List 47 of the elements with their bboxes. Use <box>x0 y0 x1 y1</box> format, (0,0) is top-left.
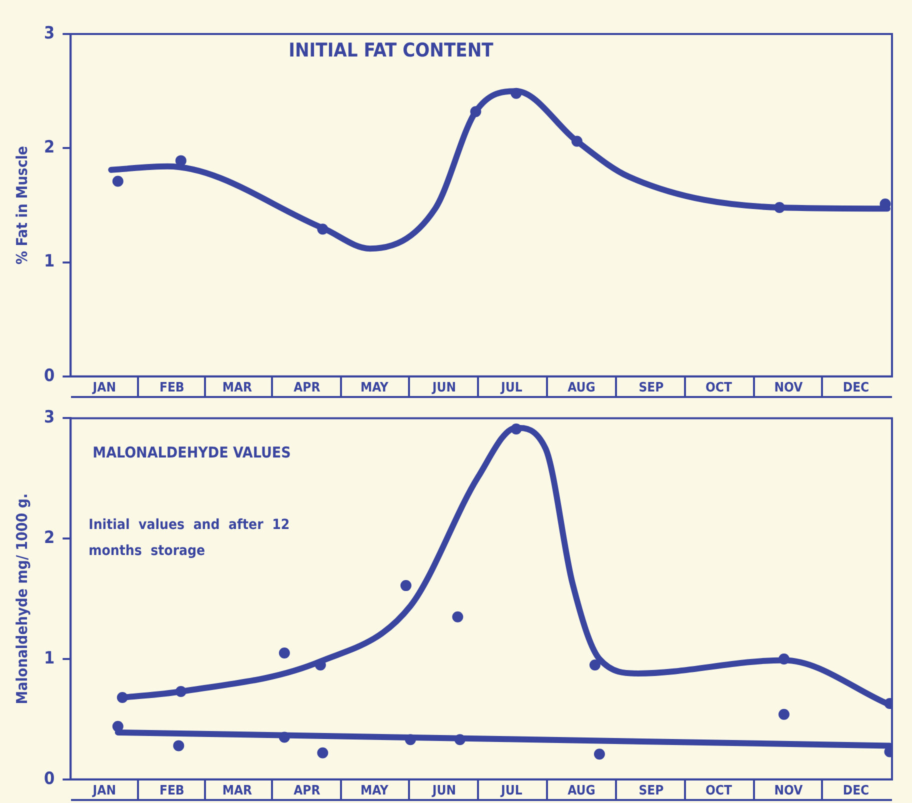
point <box>173 740 184 752</box>
x-tick-label: MAY <box>360 380 389 396</box>
y-tick-label: 3 <box>44 408 55 428</box>
x-tick-label: SEP <box>638 784 664 799</box>
x-tick-label: JUL <box>500 380 523 396</box>
x-tick-label: NOV <box>774 784 803 799</box>
x-tick-label: SEP <box>638 380 664 396</box>
x-tick-label: OCT <box>705 380 732 396</box>
y-tick-label: 1 <box>44 252 55 272</box>
y-axis-title: Malonaldehyde mg/ 1000 g. <box>12 493 31 704</box>
x-tick-label: JAN <box>92 380 116 396</box>
y-tick-label: 2 <box>44 528 55 548</box>
point <box>175 155 186 166</box>
x-tick-label: FEB <box>159 784 184 799</box>
chart-title: INITIAL FAT CONTENT <box>288 39 494 62</box>
point <box>589 660 600 671</box>
y-tick-label: 3 <box>44 23 55 44</box>
y-tick-label: 2 <box>44 138 55 158</box>
x-tick-label: JUL <box>500 784 523 799</box>
y-tick-label: 0 <box>44 768 55 789</box>
text: MALONALDEHYDE VALUES <box>92 444 291 462</box>
x-tick-label: JAN <box>92 784 116 799</box>
x-tick-label: DEC <box>842 784 870 799</box>
x-tick-label: DEC <box>842 380 870 396</box>
x-tick-label: FEB <box>159 380 184 396</box>
x-tick-label: OCT <box>705 784 732 799</box>
x-tick-label: MAR <box>222 784 252 799</box>
x-tick-label: MAY <box>360 784 389 799</box>
point <box>400 580 412 592</box>
y-tick-label: 0 <box>44 366 55 386</box>
x-tick-label: JUN <box>431 784 456 799</box>
y-tick-label: 1 <box>44 648 55 668</box>
x-tick-label: JUN <box>431 380 456 396</box>
point <box>112 176 124 187</box>
x-tick-label: MAR <box>222 380 252 396</box>
x-tick-label: AUG <box>568 380 596 396</box>
x-tick-label: AUG <box>568 784 596 799</box>
point <box>778 708 790 720</box>
y-axis-title: % Fat in Muscle <box>12 146 31 264</box>
x-tick-label: APR <box>294 784 320 799</box>
point <box>278 647 290 658</box>
point <box>317 747 328 758</box>
point <box>452 611 464 622</box>
x-tick-label: APR <box>294 380 320 396</box>
point <box>594 748 605 760</box>
text: Initial values and after 12 months storage <box>88 516 290 559</box>
x-tick-label: NOV <box>774 380 803 396</box>
